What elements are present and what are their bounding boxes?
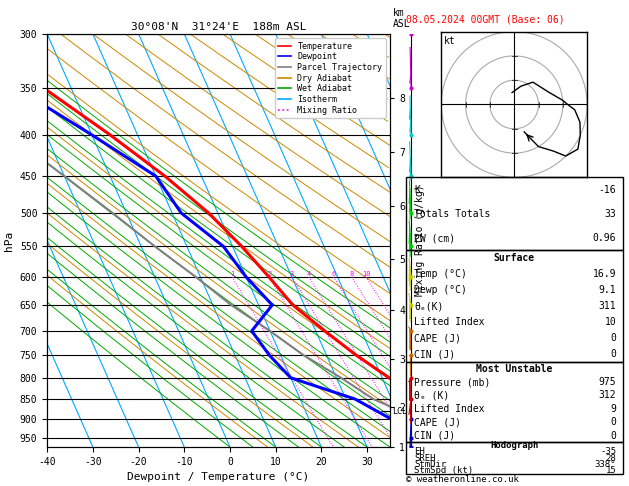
Text: km
ASL: km ASL — [393, 8, 411, 29]
Text: Dewp (°C): Dewp (°C) — [415, 285, 467, 295]
Text: Lifted Index: Lifted Index — [415, 317, 485, 327]
Text: Mixing Ratio (g/kg): Mixing Ratio (g/kg) — [415, 185, 425, 296]
Text: 1: 1 — [230, 271, 234, 277]
Text: PW (cm): PW (cm) — [415, 233, 455, 243]
Text: 3: 3 — [290, 271, 294, 277]
Text: © weatheronline.co.uk: © weatheronline.co.uk — [406, 474, 518, 484]
Text: Lifted Index: Lifted Index — [415, 404, 485, 414]
Text: 16.9: 16.9 — [593, 269, 616, 279]
Text: 0.96: 0.96 — [593, 233, 616, 243]
Text: 312: 312 — [599, 390, 616, 400]
Text: 0: 0 — [610, 349, 616, 359]
X-axis label: Dewpoint / Temperature (°C): Dewpoint / Temperature (°C) — [128, 472, 309, 483]
Text: LCL: LCL — [392, 407, 407, 416]
Text: 9.1: 9.1 — [599, 285, 616, 295]
Text: 4: 4 — [307, 271, 311, 277]
Text: Pressure (mb): Pressure (mb) — [415, 377, 491, 387]
Text: 975: 975 — [599, 377, 616, 387]
Text: 28: 28 — [606, 453, 616, 463]
Text: -35: -35 — [600, 447, 616, 456]
Text: SREH: SREH — [415, 453, 436, 463]
Text: K: K — [415, 185, 420, 194]
Text: 2: 2 — [267, 271, 271, 277]
Text: 10: 10 — [362, 271, 370, 277]
Text: StmSpd (kt): StmSpd (kt) — [415, 466, 474, 475]
Text: 33: 33 — [604, 209, 616, 219]
Text: Most Unstable: Most Unstable — [476, 364, 552, 374]
Text: 311: 311 — [599, 301, 616, 311]
Text: 338°: 338° — [594, 460, 616, 469]
Text: Surface: Surface — [494, 253, 535, 263]
Text: 0: 0 — [610, 431, 616, 441]
Text: θₑ(K): θₑ(K) — [415, 301, 444, 311]
Text: CIN (J): CIN (J) — [415, 349, 455, 359]
Y-axis label: hPa: hPa — [4, 230, 14, 251]
Legend: Temperature, Dewpoint, Parcel Trajectory, Dry Adiabat, Wet Adiabat, Isotherm, Mi: Temperature, Dewpoint, Parcel Trajectory… — [275, 38, 386, 118]
Text: 15: 15 — [606, 466, 616, 475]
Text: 10: 10 — [604, 317, 616, 327]
Text: CAPE (J): CAPE (J) — [415, 333, 462, 343]
Title: 30°08'N  31°24'E  188m ASL: 30°08'N 31°24'E 188m ASL — [131, 22, 306, 32]
Text: EH: EH — [415, 447, 425, 456]
Text: Temp (°C): Temp (°C) — [415, 269, 467, 279]
Text: 8: 8 — [350, 271, 353, 277]
Text: θₑ (K): θₑ (K) — [415, 390, 450, 400]
Text: 0: 0 — [610, 417, 616, 427]
Text: Hodograph: Hodograph — [490, 441, 538, 450]
Text: 9: 9 — [610, 404, 616, 414]
Text: CAPE (J): CAPE (J) — [415, 417, 462, 427]
Text: kt: kt — [444, 36, 456, 46]
Text: 08.05.2024 00GMT (Base: 06): 08.05.2024 00GMT (Base: 06) — [406, 15, 564, 25]
Text: -16: -16 — [599, 185, 616, 194]
Text: StmDir: StmDir — [415, 460, 447, 469]
Text: 0: 0 — [610, 333, 616, 343]
Text: 6: 6 — [331, 271, 336, 277]
Text: Totals Totals: Totals Totals — [415, 209, 491, 219]
Text: CIN (J): CIN (J) — [415, 431, 455, 441]
